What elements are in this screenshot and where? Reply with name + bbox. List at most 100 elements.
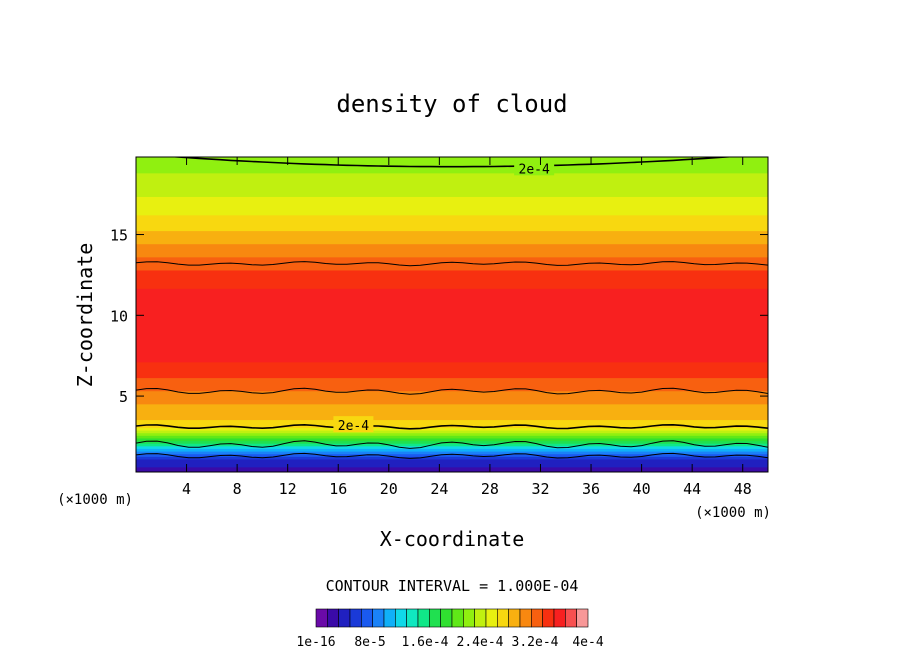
contour-band <box>136 380 768 384</box>
contour-band <box>136 230 768 234</box>
contour-band <box>136 372 768 376</box>
contour-band <box>136 458 768 463</box>
contour-band <box>136 419 768 423</box>
contour-band <box>136 254 768 258</box>
colorbar-swatch <box>372 608 385 628</box>
colorbar-swatch <box>440 608 453 628</box>
colorbar-swatch <box>417 608 430 628</box>
contour-band <box>136 217 768 221</box>
contour-band <box>136 353 768 358</box>
colorbar-swatch <box>531 608 543 628</box>
contour-band <box>136 332 768 337</box>
contour-band <box>136 275 768 279</box>
contour-field: 2e-4 2e-4 <box>136 157 768 472</box>
contour-band <box>136 293 768 297</box>
x-tick-label: 24 <box>430 480 448 498</box>
contour-band <box>136 259 768 263</box>
contour-line <box>136 440 768 449</box>
colorbar-swatch <box>349 608 362 628</box>
colorbar-swatch <box>406 608 419 628</box>
contour-band <box>136 262 768 266</box>
contour-band <box>136 317 768 321</box>
colorbar-tick-label: 8e-5 <box>354 635 385 650</box>
colorbar-swatch <box>519 608 532 628</box>
contour-band <box>136 272 768 276</box>
contour-band <box>136 453 768 457</box>
colorbar-swatch <box>565 608 577 628</box>
contour-band <box>136 430 768 434</box>
contour-band <box>136 456 768 460</box>
colorbar-swatch <box>451 608 464 628</box>
colorbar-tick-label: 2.4e-4 <box>457 635 504 650</box>
contour-band <box>136 338 768 342</box>
contour-band <box>136 157 768 161</box>
contour-band <box>136 445 768 449</box>
colorbar-swatch <box>327 608 339 628</box>
contour-band <box>136 443 768 447</box>
contour-band <box>136 403 768 407</box>
contour-band <box>136 348 768 352</box>
x-tick-label: 48 <box>734 480 752 498</box>
contour-band <box>136 178 768 182</box>
contour-band <box>136 385 768 389</box>
contour-band <box>136 424 768 428</box>
contour-band <box>136 238 768 242</box>
contour-band <box>136 448 768 452</box>
contour-band <box>136 377 768 381</box>
contour-band <box>136 170 768 174</box>
contour-band <box>136 390 768 394</box>
contour-band <box>136 432 768 436</box>
contour-band <box>136 298 768 302</box>
contour-band <box>136 406 768 410</box>
contour-band <box>136 306 768 310</box>
y-tick-label: 15 <box>110 227 128 245</box>
contour-band <box>136 280 768 284</box>
contour-band <box>136 398 768 402</box>
contour-band <box>136 461 768 465</box>
contour-label: 2e-4 <box>338 419 369 434</box>
colorbar-swatch <box>553 608 566 628</box>
contour-band <box>136 409 768 413</box>
x-tick-label: 36 <box>582 480 600 498</box>
contour-band <box>136 206 768 211</box>
colorbar-swatch <box>429 608 441 628</box>
colorbar-swatch <box>315 608 328 628</box>
contour-band <box>136 277 768 281</box>
colorbar-swatch <box>383 608 396 628</box>
contour-label-bg <box>514 159 555 176</box>
contour-band <box>136 301 768 305</box>
contour-band <box>136 188 768 192</box>
x-tick-label: 40 <box>633 480 651 498</box>
x-tick-label: 16 <box>329 480 347 498</box>
contour-band <box>136 241 768 245</box>
contour-band <box>136 314 768 318</box>
contour-band <box>136 437 768 442</box>
x-tick-label: 4 <box>182 480 191 498</box>
contour-label-bg <box>333 416 374 433</box>
x-tick-label: 12 <box>279 480 297 498</box>
colorbar-swatch <box>576 608 589 628</box>
contour-band <box>136 220 768 224</box>
contour-band <box>136 256 768 260</box>
colorbar-swatch <box>497 608 509 628</box>
x-tick-label: 32 <box>531 480 549 498</box>
contour-band <box>136 212 768 216</box>
contour-band <box>136 193 768 197</box>
contour-band <box>136 422 768 426</box>
contour-band <box>136 466 768 470</box>
contour-band <box>136 267 768 271</box>
contour-band <box>136 393 768 397</box>
contour-band <box>136 183 768 187</box>
contour-line <box>136 387 768 395</box>
contour-line <box>136 261 768 267</box>
contour-band <box>136 214 768 218</box>
chart-title: density of cloud <box>336 90 567 118</box>
contour-band <box>136 296 768 300</box>
contour-band <box>136 469 768 472</box>
contour-band <box>136 269 768 274</box>
contour-band <box>136 343 768 347</box>
contour-band <box>136 185 768 190</box>
contour-interval: CONTOUR INTERVAL = 1.000E-04 <box>326 577 579 595</box>
